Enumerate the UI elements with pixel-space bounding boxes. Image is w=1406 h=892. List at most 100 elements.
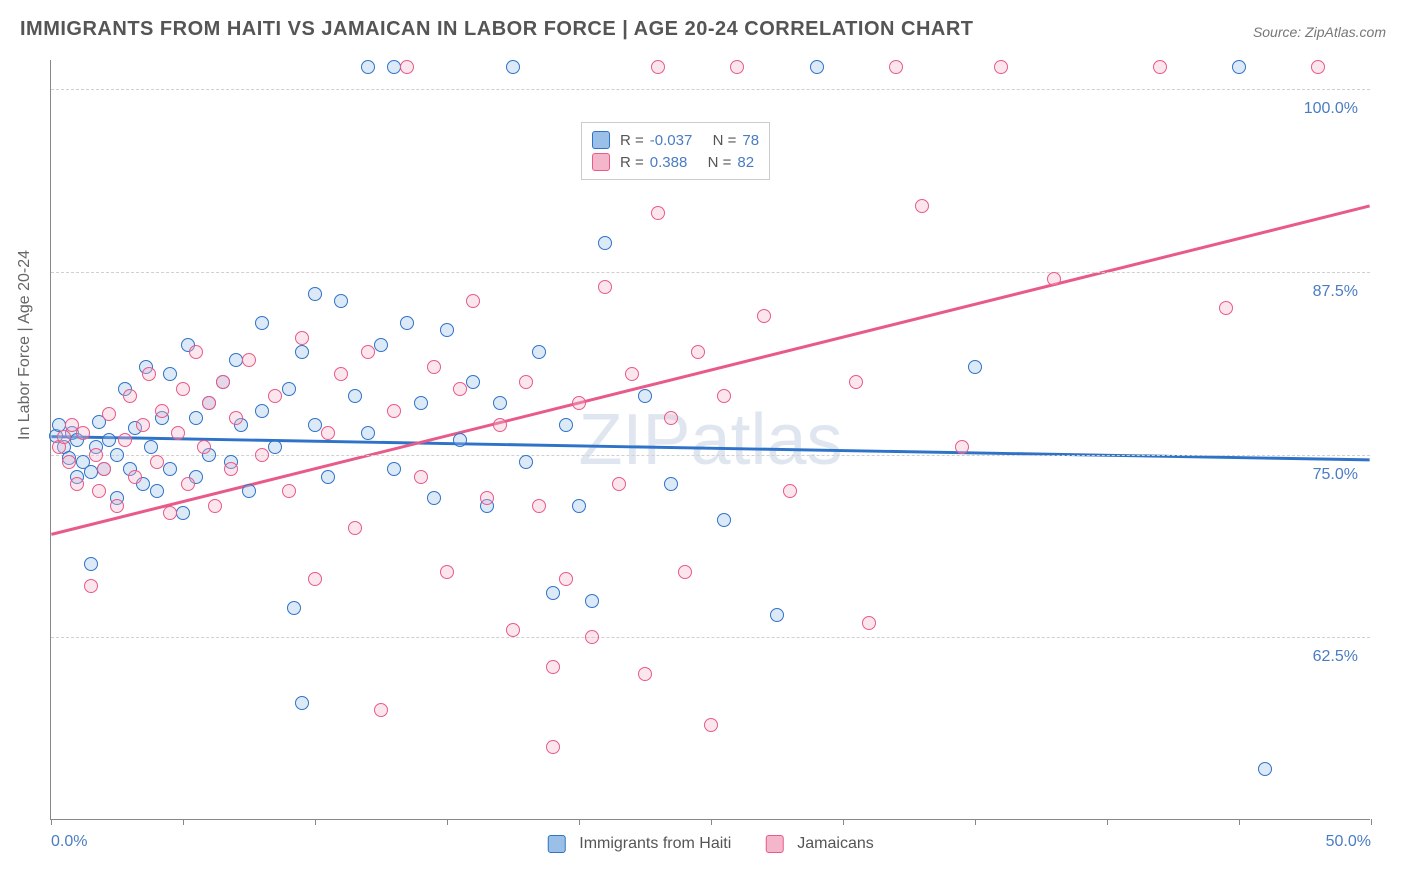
data-point-series-1 [321, 426, 335, 440]
data-point-series-1 [70, 477, 84, 491]
x-tick-mark [711, 819, 712, 825]
data-point-series-1 [955, 440, 969, 454]
data-point-series-0 [968, 360, 982, 374]
x-tick-label: 50.0% [1326, 833, 1371, 851]
data-point-series-1 [176, 382, 190, 396]
data-point-series-0 [1258, 762, 1272, 776]
data-point-series-1 [730, 60, 744, 74]
data-point-series-1 [229, 411, 243, 425]
x-tick-mark [51, 819, 52, 825]
data-point-series-0 [282, 382, 296, 396]
data-point-series-0 [374, 338, 388, 352]
legend-n-0: 78 [742, 132, 759, 149]
legend-row-series-0: R = -0.037 N = 78 [592, 129, 759, 151]
data-point-series-0 [255, 316, 269, 330]
series-label-1: Jamaicans [797, 835, 873, 853]
data-point-series-1 [664, 411, 678, 425]
x-tick-mark [447, 819, 448, 825]
data-point-series-0 [144, 440, 158, 454]
data-point-series-1 [1047, 272, 1061, 286]
data-point-series-0 [84, 557, 98, 571]
data-point-series-1 [123, 389, 137, 403]
data-point-series-1 [651, 206, 665, 220]
data-point-series-0 [102, 433, 116, 447]
data-point-series-1 [1153, 60, 1167, 74]
data-point-series-0 [770, 608, 784, 622]
x-tick-label: 0.0% [51, 833, 87, 851]
data-point-series-1 [110, 499, 124, 513]
data-point-series-0 [242, 484, 256, 498]
data-point-series-1 [208, 499, 222, 513]
data-point-series-1 [480, 491, 494, 505]
data-point-series-1 [757, 309, 771, 323]
data-point-series-1 [255, 448, 269, 462]
data-point-series-1 [625, 367, 639, 381]
data-point-series-0 [506, 60, 520, 74]
x-tick-mark [183, 819, 184, 825]
data-point-series-1 [295, 331, 309, 345]
data-point-series-0 [308, 418, 322, 432]
data-point-series-1 [57, 430, 71, 444]
data-point-series-1 [915, 199, 929, 213]
data-point-series-1 [155, 404, 169, 418]
data-point-series-0 [598, 236, 612, 250]
data-point-series-1 [414, 470, 428, 484]
data-point-series-1 [440, 565, 454, 579]
y-tick-label: 62.5% [1313, 648, 1358, 666]
data-point-series-1 [189, 345, 203, 359]
data-point-series-0 [559, 418, 573, 432]
legend-swatch-1 [592, 153, 610, 171]
data-point-series-0 [387, 462, 401, 476]
data-point-series-1 [532, 499, 546, 513]
gridline [51, 272, 1370, 273]
legend-row-series-1: R = 0.388 N = 82 [592, 151, 759, 173]
data-point-series-0 [585, 594, 599, 608]
data-point-series-1 [224, 462, 238, 476]
data-point-series-1 [197, 440, 211, 454]
data-point-series-1 [862, 616, 876, 630]
data-point-series-0 [453, 433, 467, 447]
legend-swatch-0 [592, 131, 610, 149]
data-point-series-1 [585, 630, 599, 644]
data-point-series-0 [268, 440, 282, 454]
x-tick-mark [315, 819, 316, 825]
data-point-series-1 [717, 389, 731, 403]
legend-r-1: 0.388 [650, 154, 688, 171]
data-point-series-1 [994, 60, 1008, 74]
data-point-series-1 [150, 455, 164, 469]
data-point-series-0 [1232, 60, 1246, 74]
data-point-series-1 [136, 418, 150, 432]
data-point-series-1 [361, 345, 375, 359]
data-point-series-1 [638, 667, 652, 681]
data-point-series-1 [142, 367, 156, 381]
data-point-series-1 [598, 280, 612, 294]
data-point-series-0 [176, 506, 190, 520]
data-point-series-0 [163, 462, 177, 476]
data-point-series-1 [348, 521, 362, 535]
data-point-series-1 [691, 345, 705, 359]
data-point-series-0 [532, 345, 546, 359]
data-point-series-1 [308, 572, 322, 586]
data-point-series-0 [163, 367, 177, 381]
data-point-series-1 [374, 703, 388, 717]
correlation-legend: R = -0.037 N = 78 R = 0.388 N = 82 [581, 122, 770, 180]
data-point-series-0 [414, 396, 428, 410]
data-point-series-1 [163, 506, 177, 520]
data-point-series-1 [62, 455, 76, 469]
data-point-series-1 [128, 470, 142, 484]
data-point-series-1 [783, 484, 797, 498]
data-point-series-0 [361, 426, 375, 440]
y-tick-label: 87.5% [1313, 283, 1358, 301]
watermark: ZIPatlas [578, 399, 842, 481]
data-point-series-0 [664, 477, 678, 491]
data-point-series-0 [638, 389, 652, 403]
data-point-series-0 [810, 60, 824, 74]
data-point-series-1 [268, 389, 282, 403]
x-tick-mark [1239, 819, 1240, 825]
source-attribution: Source: ZipAtlas.com [1253, 24, 1386, 40]
legend-swatch-bottom-1 [765, 835, 783, 853]
data-point-series-1 [506, 623, 520, 637]
legend-swatch-bottom-0 [547, 835, 565, 853]
y-tick-label: 100.0% [1304, 100, 1358, 118]
data-point-series-1 [1311, 60, 1325, 74]
